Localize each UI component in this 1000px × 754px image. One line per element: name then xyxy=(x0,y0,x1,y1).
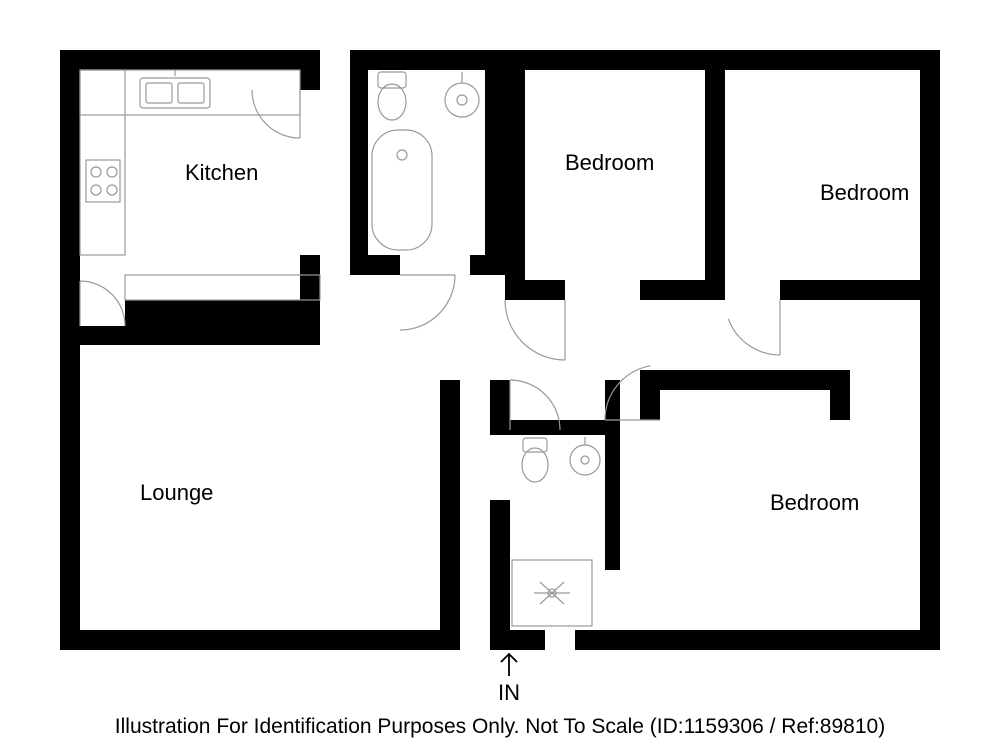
fixtures-layer xyxy=(0,0,1000,754)
room-label-bedroom1: Bedroom xyxy=(565,150,654,176)
room-label-bedroom3: Bedroom xyxy=(770,490,859,516)
entry-label: IN xyxy=(498,680,520,706)
room-label-lounge: Lounge xyxy=(140,480,213,506)
entry-arrow-icon xyxy=(494,648,524,678)
room-label-kitchen: Kitchen xyxy=(185,160,258,186)
caption-text: Illustration For Identification Purposes… xyxy=(0,715,1000,739)
room-label-bedroom2: Bedroom xyxy=(820,180,909,206)
floorplan-canvas: Kitchen Lounge Bedroom Bedroom Bedroom I… xyxy=(0,0,1000,754)
